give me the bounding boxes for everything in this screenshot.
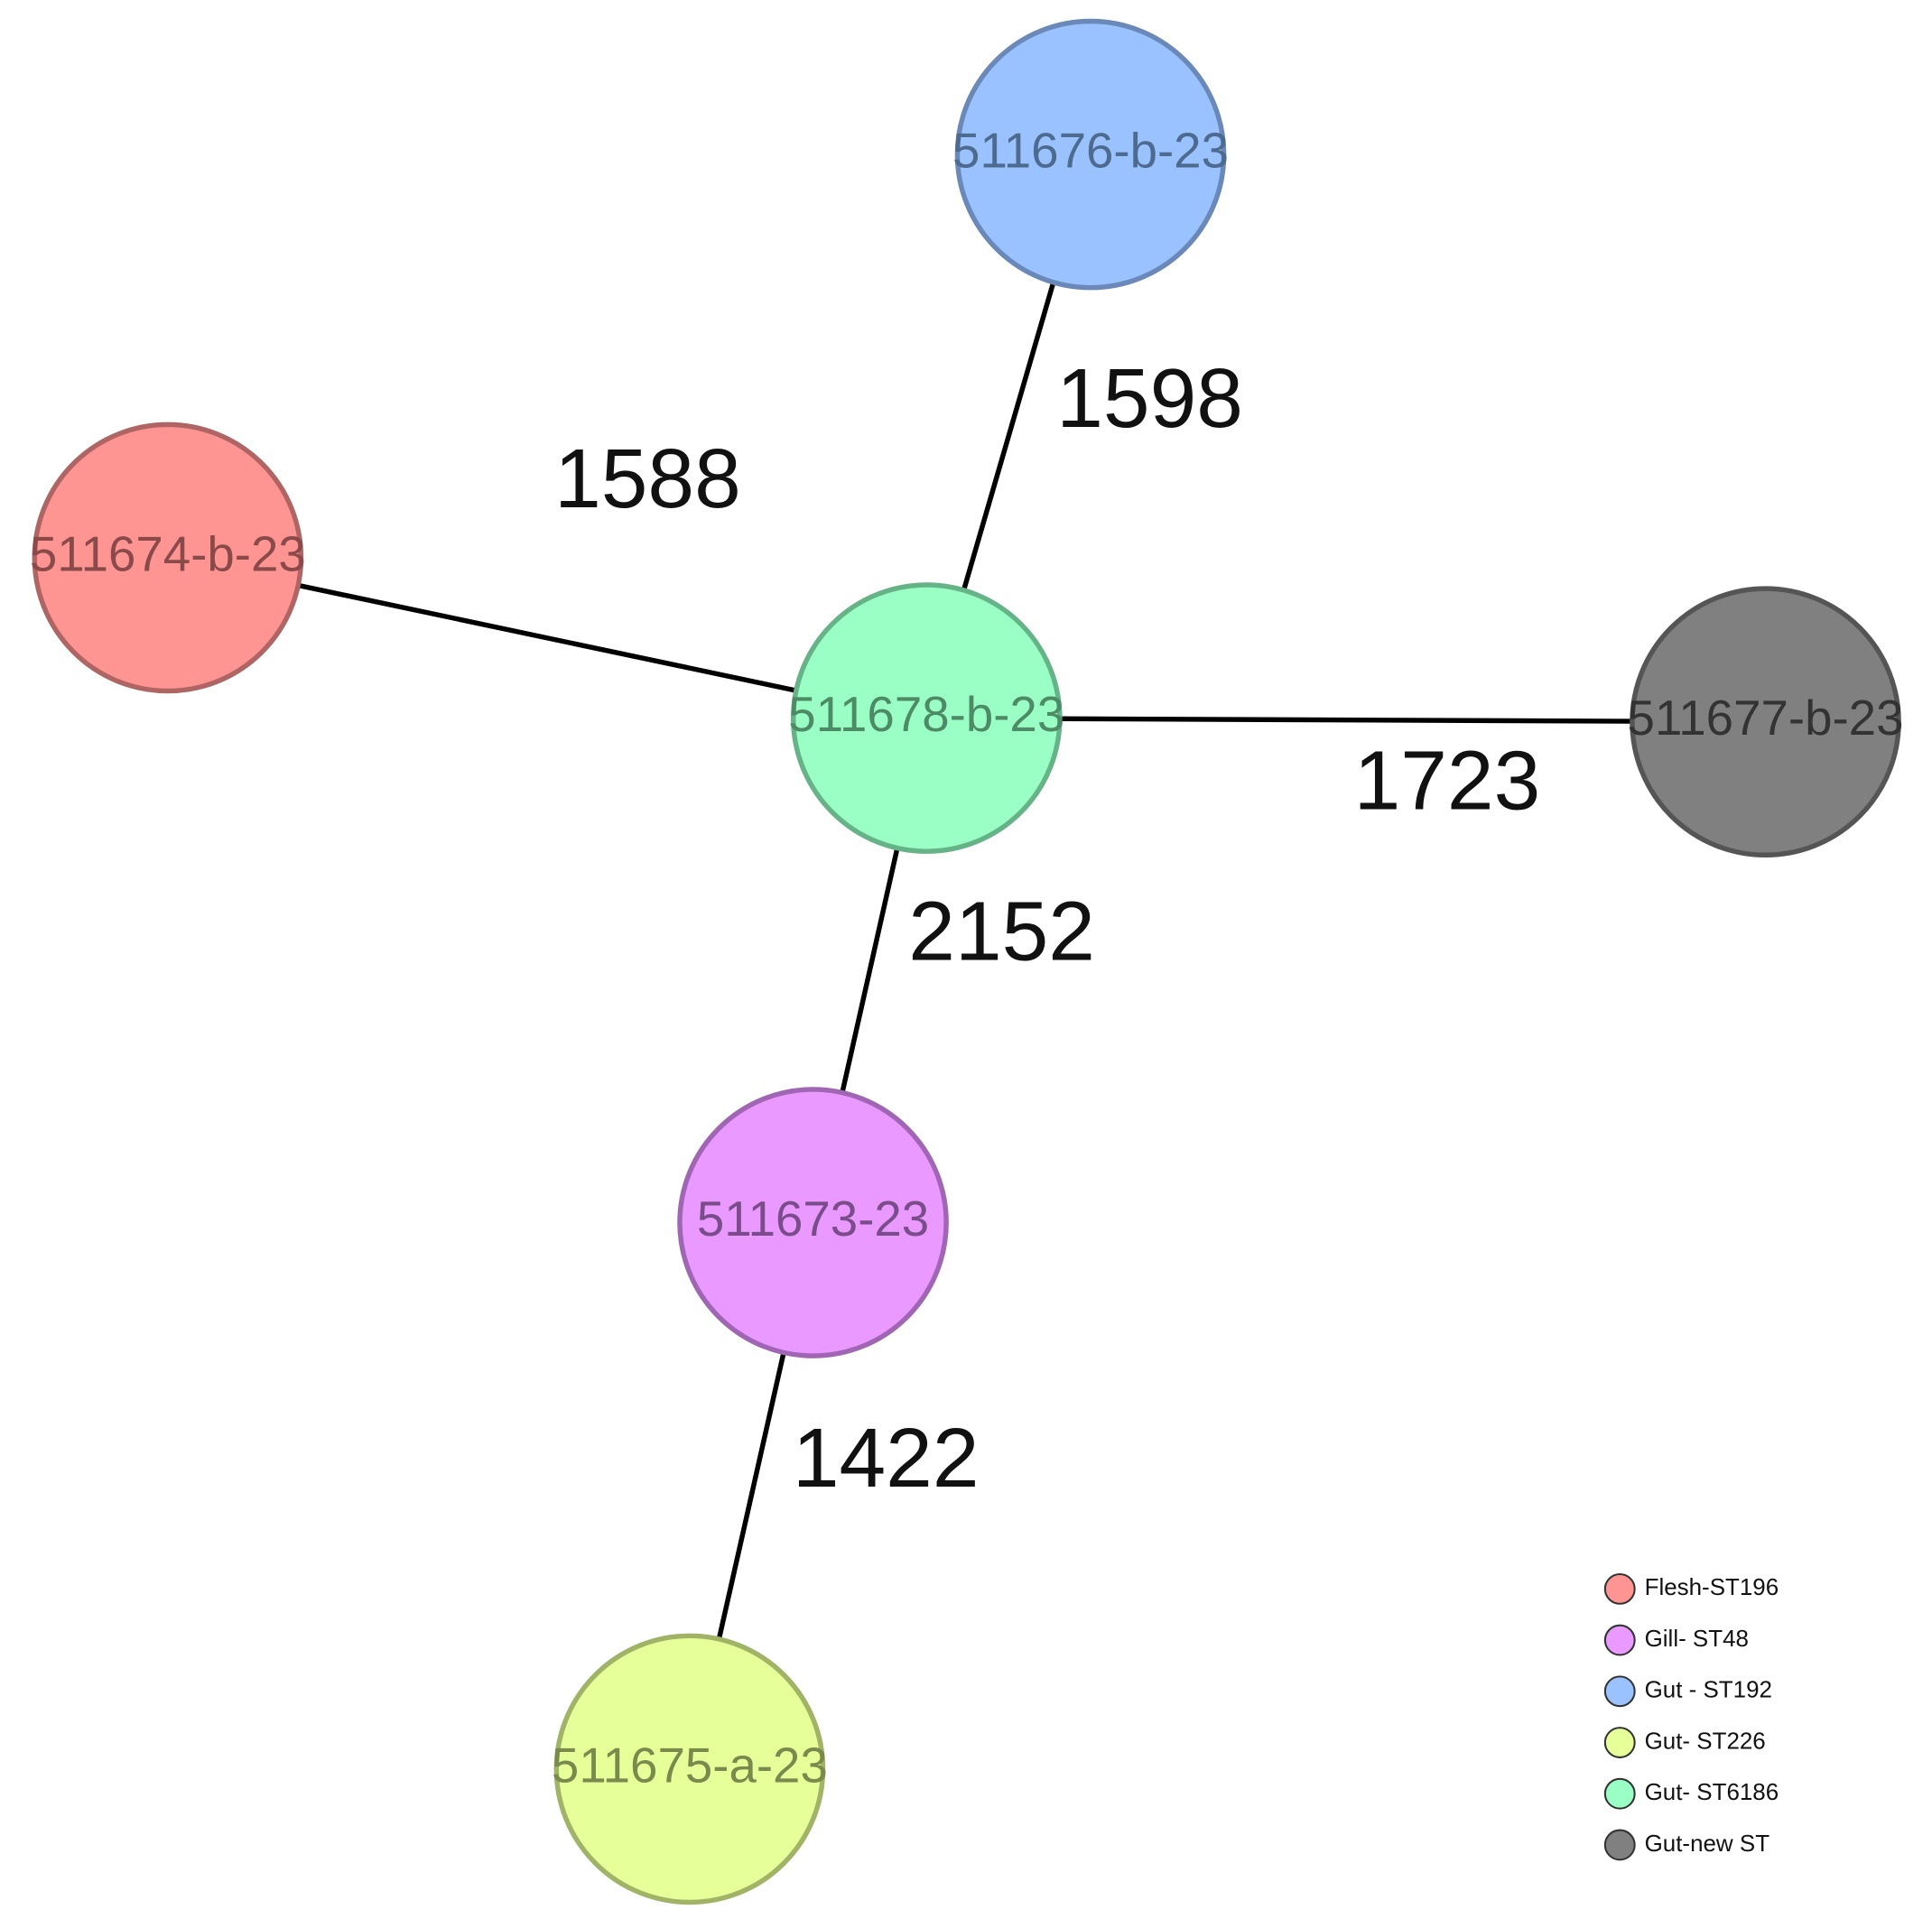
node	[954, 18, 1227, 291]
legend-swatch	[1603, 1829, 1636, 1861]
edge-label: 1588	[554, 431, 741, 525]
legend-swatch	[1603, 1727, 1636, 1758]
legend-swatch	[1603, 1675, 1636, 1708]
node	[32, 422, 304, 694]
legend-label: Gut-new ST	[1645, 1830, 1770, 1857]
legend-label: Flesh-ST196	[1645, 1573, 1779, 1600]
node-label: 511676-b-23	[952, 124, 1229, 179]
node-label: 511677-b-23	[1628, 691, 1904, 746]
legend-label: Gut- ST226	[1645, 1727, 1766, 1754]
node	[677, 1087, 949, 1358]
edge-label: 2152	[908, 884, 1095, 978]
edge	[926, 715, 1766, 725]
legend-swatch	[1603, 1624, 1636, 1656]
node	[553, 1633, 826, 1905]
node	[790, 582, 1063, 854]
node-label: 511674-b-23	[30, 526, 306, 581]
edge-label: 1723	[1354, 734, 1541, 828]
node	[1630, 586, 1901, 858]
node-label: 511678-b-23	[788, 687, 1064, 742]
edge-label: 1598	[1056, 351, 1243, 445]
legend-swatch	[1603, 1572, 1636, 1605]
node-label: 511675-a-23	[552, 1738, 828, 1793]
nodes: 511676-b-23 511674-b-23 511678-b-23 511677-…	[30, 18, 1904, 1905]
legend-swatch	[1603, 1777, 1636, 1810]
legend-label: Gill- ST48	[1645, 1625, 1749, 1652]
edge-label: 1422	[793, 1411, 980, 1505]
node-label: 511673-23	[697, 1191, 929, 1247]
legend-label: Gut- ST6186	[1645, 1778, 1779, 1805]
legend-label: Gut - ST192	[1645, 1676, 1772, 1703]
edge-labels: 1598 1588 1723 2152 1422	[554, 351, 1540, 1505]
legend: Flesh-ST196 Gill- ST48 Gut - ST192 Gut- ST2…	[1603, 1572, 1779, 1861]
